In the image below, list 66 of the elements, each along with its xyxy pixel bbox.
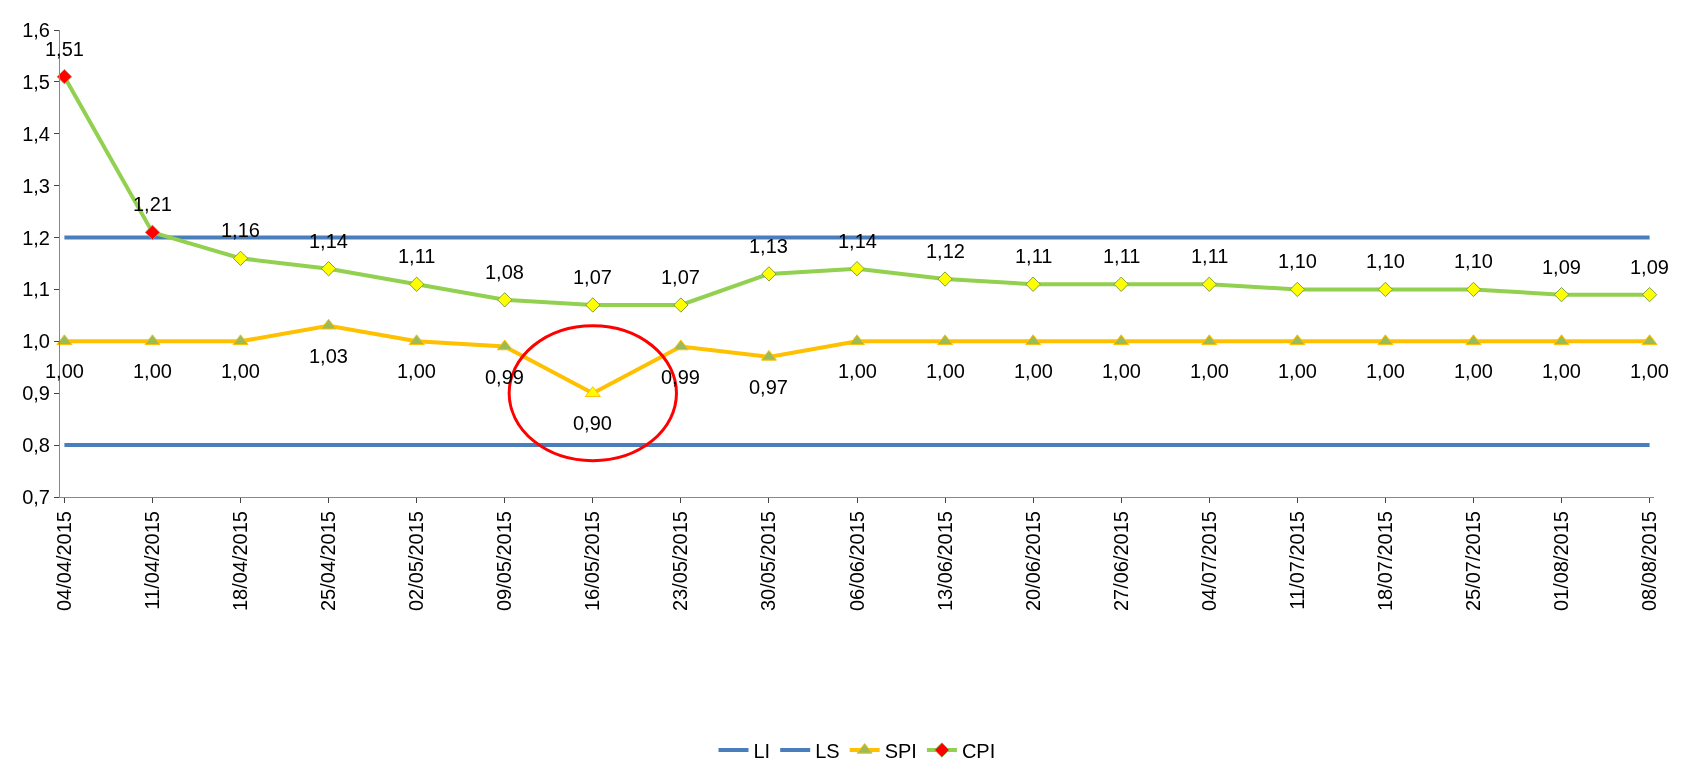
- x-tick-label: 09/05/2015: [493, 511, 516, 612]
- y-tick-label: 1,4: [22, 122, 50, 145]
- x-tick-label: 04/04/2015: [52, 511, 75, 612]
- data-label: 1,09: [1630, 256, 1669, 278]
- y-tick-label: 1,0: [22, 330, 50, 353]
- data-label: 1,16: [221, 219, 260, 241]
- y-tick-label: 1,3: [22, 174, 50, 197]
- data-label: 1,51: [45, 38, 84, 60]
- y-tick-label: 0,8: [22, 434, 50, 457]
- legend-label: SPI: [884, 739, 917, 762]
- y-tick-label: 0,9: [22, 382, 50, 405]
- x-tick-label: 11/04/2015: [140, 511, 163, 610]
- x-tick-label: 27/06/2015: [1109, 511, 1132, 612]
- data-label: 1,00: [1454, 360, 1493, 382]
- data-label: 1,00: [1278, 360, 1317, 382]
- x-tick-label: 25/07/2015: [1461, 511, 1484, 612]
- data-label: 1,00: [1630, 360, 1669, 382]
- data-label: 0,90: [573, 412, 612, 434]
- x-tick-label: 23/05/2015: [669, 511, 692, 612]
- x-tick-label: 08/08/2015: [1638, 511, 1661, 612]
- data-label: 1,11: [1191, 245, 1229, 267]
- data-label: 1,00: [1014, 360, 1053, 382]
- x-tick-label: 06/06/2015: [845, 511, 868, 612]
- y-tick-label: 1,1: [22, 278, 50, 301]
- y-tick-label: 1,6: [22, 19, 50, 41]
- data-label: 1,00: [133, 360, 172, 382]
- x-tick-label: 25/04/2015: [317, 511, 340, 612]
- y-tick-label: 1,2: [22, 226, 50, 249]
- data-label: 1,00: [1542, 360, 1581, 382]
- data-label: 1,08: [485, 261, 524, 283]
- x-tick-label: 11/07/2015: [1285, 511, 1308, 610]
- data-label: 1,13: [749, 235, 788, 257]
- data-label: 1,00: [1190, 360, 1229, 382]
- x-tick-label: 01/08/2015: [1550, 511, 1573, 612]
- x-tick-label: 13/06/2015: [933, 511, 956, 612]
- data-label: 1,00: [1366, 360, 1405, 382]
- x-tick-label: 20/06/2015: [1021, 511, 1044, 612]
- data-label: 1,11: [1103, 245, 1141, 267]
- data-label: 1,10: [1278, 250, 1317, 272]
- y-tick-label: 0,7: [22, 486, 50, 508]
- data-label: 1,12: [926, 240, 965, 262]
- data-label: 1,00: [221, 360, 260, 382]
- data-label: 1,03: [309, 345, 348, 367]
- data-label: 1,09: [1542, 256, 1581, 278]
- legend-label: LI: [753, 739, 771, 762]
- data-label: 1,00: [1102, 360, 1141, 382]
- data-label: 1,00: [397, 360, 436, 382]
- x-tick-label: 16/05/2015: [581, 511, 604, 612]
- data-label: 1,11: [1015, 245, 1053, 267]
- x-tick-label: 02/05/2015: [405, 511, 428, 612]
- data-label: 1,00: [838, 360, 877, 382]
- data-label: 1,07: [573, 266, 612, 288]
- data-label: 1,11: [398, 245, 436, 267]
- data-label: 1,10: [1454, 250, 1493, 272]
- x-tick-label: 18/04/2015: [229, 511, 252, 612]
- data-label: 1,07: [661, 266, 700, 288]
- data-label: 1,00: [45, 360, 84, 382]
- data-label: 0,97: [749, 376, 788, 398]
- legend-label: LS: [815, 739, 840, 762]
- y-tick-label: 1,5: [22, 70, 50, 93]
- x-tick-label: 18/07/2015: [1373, 511, 1396, 612]
- legend-label: CPI: [961, 739, 996, 762]
- x-tick-label: 04/07/2015: [1197, 511, 1220, 612]
- data-label: 1,00: [926, 360, 965, 382]
- data-label: 1,10: [1366, 250, 1405, 272]
- x-tick-label: 30/05/2015: [757, 511, 780, 612]
